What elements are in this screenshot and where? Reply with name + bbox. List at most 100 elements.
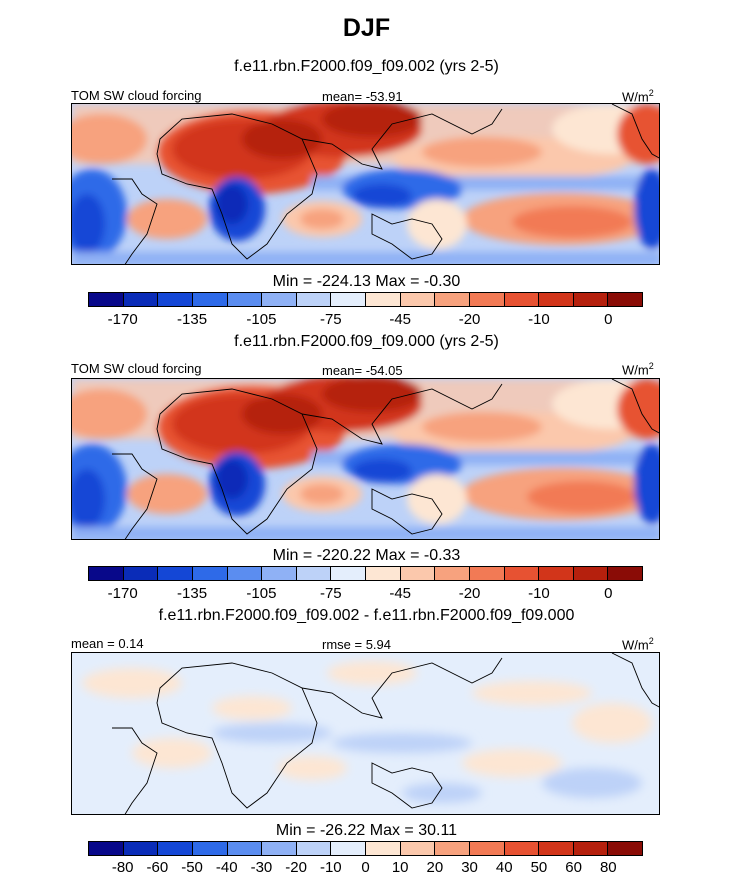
colorbar-2-box-11 [469, 567, 505, 580]
colorbar-1-tick-6: -10 [528, 311, 550, 328]
colorbar-3-box-10 [435, 842, 470, 855]
colorbar-3-box-5 [262, 842, 297, 855]
colorbar-3-tick-14: 80 [599, 859, 617, 876]
colorbar-3-tick-9: 20 [426, 859, 444, 876]
colorbar-2-box-7 [331, 567, 366, 580]
colorbar-1-box-4 [227, 293, 263, 306]
colorbar-2-box-14 [573, 567, 609, 580]
colorbar-3-box-2 [158, 842, 193, 855]
colorbar-1-box-11 [469, 293, 505, 306]
colorbar-3-tick-13: 60 [565, 859, 582, 876]
colorbar-3-box-8 [366, 842, 401, 855]
colorbar-2-tick-2: -105 [246, 585, 277, 602]
colorbar-3-tick-2: -50 [181, 859, 203, 876]
colorbar-1-box-6 [296, 293, 332, 306]
colorbar-1-box-12 [504, 293, 540, 306]
panel-2-minmax: Min = -220.22 Max = -0.33 [272, 547, 461, 564]
colorbar-3-box-6 [296, 842, 332, 855]
colorbar-2-tick-1: -135 [177, 585, 208, 602]
colorbar-3-tick-6: -10 [319, 859, 342, 876]
colorbar-3-box-7 [331, 842, 366, 855]
colorbar-1-tick-0: -170 [107, 311, 138, 328]
panel-1-variable-label: TOM SW cloud forcing [71, 88, 202, 103]
colorbar-1-box-2 [158, 293, 193, 306]
colorbar-3-tick-8: 10 [391, 859, 409, 876]
panel-3-map [71, 652, 660, 815]
colorbar-1-tick-2: -105 [246, 311, 277, 328]
panel-1-colorbar-ticks: -170 -135 -105 -75 -45 -20 -10 0 [88, 311, 643, 329]
colorbar-1-box-0 [89, 293, 124, 306]
colorbar-1-tick-7: 0 [604, 311, 613, 328]
colorbar-3-tick-1: -60 [146, 859, 169, 876]
colorbar-2-box-1 [123, 567, 159, 580]
panel-2-units-label: W/m2 [622, 361, 654, 378]
colorbar-1-box-5 [262, 293, 297, 306]
panel-3-colorbar [88, 841, 643, 856]
colorbar-1-box-13 [539, 293, 574, 306]
colorbar-1-box-15 [608, 293, 642, 306]
colorbar-3-box-3 [192, 842, 228, 855]
colorbar-2-box-4 [227, 567, 263, 580]
colorbar-1-box-10 [435, 293, 470, 306]
colorbar-2-tick-0: -170 [107, 585, 138, 602]
colorbar-2-tick-3: -75 [319, 585, 342, 602]
colorbar-2-box-12 [504, 567, 540, 580]
colorbar-1-tick-5: -20 [458, 311, 481, 328]
panel-3-mean-label: mean = 0.14 [71, 636, 144, 651]
colorbar-1-tick-1: -135 [177, 311, 208, 328]
colorbar-2-box-2 [158, 567, 193, 580]
colorbar-3-tick-7: 0 [361, 859, 370, 876]
panel-3-units-label: W/m2 [622, 636, 654, 653]
panel-3-title: f.e11.rbn.F2000.f09_f09.002 - f.e11.rbn.… [158, 607, 575, 624]
panel-1-colorbar [88, 292, 643, 307]
colorbar-3-box-1 [123, 842, 159, 855]
colorbar-1-tick-3: -75 [319, 311, 342, 328]
colorbar-2-box-5 [262, 567, 297, 580]
figure-title: DJF [342, 14, 391, 42]
colorbar-1-box-14 [573, 293, 609, 306]
colorbar-3-tick-10: 30 [461, 859, 478, 876]
colorbar-3-box-13 [539, 842, 574, 855]
colorbar-1-box-1 [123, 293, 159, 306]
colorbar-1-box-7 [331, 293, 366, 306]
colorbar-3-box-12 [504, 842, 540, 855]
colorbar-3-box-9 [400, 842, 436, 855]
colorbar-3-box-14 [573, 842, 609, 855]
colorbar-3-tick-5: -20 [285, 859, 307, 876]
colorbar-1-box-8 [366, 293, 401, 306]
colorbar-3-tick-4: -30 [250, 859, 273, 876]
panel-1-mean-label: mean= -53.91 [322, 89, 403, 104]
panel-2-map-svg [72, 379, 659, 539]
panel-2-mean-label: mean= -54.05 [322, 363, 403, 378]
colorbar-3-tick-11: 40 [495, 859, 513, 876]
panel-1-title: f.e11.rbn.F2000.f09_f09.002 (yrs 2-5) [234, 58, 499, 75]
panel-2-map [71, 378, 660, 540]
colorbar-2-tick-5: -20 [458, 585, 481, 602]
panel-2-title: f.e11.rbn.F2000.f09_f09.000 (yrs 2-5) [234, 333, 499, 350]
colorbar-2-box-15 [608, 567, 642, 580]
colorbar-2-box-9 [400, 567, 436, 580]
panel-3-colorbar-ticks: -80 -60 -50 -40 -30 -20 -10 0 10 20 30 40 50 60 80 [88, 859, 643, 877]
colorbar-2-box-8 [366, 567, 401, 580]
colorbar-2-tick-7: 0 [604, 585, 613, 602]
colorbar-2-tick-4: -45 [389, 585, 412, 602]
panel-3-minmax: Min = -26.22 Max = 30.11 [275, 822, 458, 839]
panel-1-map [71, 103, 660, 265]
colorbar-2-box-10 [435, 567, 470, 580]
colorbar-2-box-0 [89, 567, 124, 580]
colorbar-2-box-6 [296, 567, 332, 580]
colorbar-3-box-0 [89, 842, 124, 855]
panel-2-colorbar [88, 566, 643, 581]
panel-1-map-svg [72, 104, 659, 264]
panel-2-variable-label: TOM SW cloud forcing [71, 361, 202, 376]
colorbar-2-tick-6: -10 [528, 585, 550, 602]
panel-1-minmax: Min = -224.13 Max = -0.30 [272, 273, 461, 290]
panel-1-units-label: W/m2 [622, 88, 654, 105]
colorbar-3-box-11 [469, 842, 505, 855]
panel-3-map-svg [72, 653, 659, 814]
colorbar-1-box-9 [400, 293, 436, 306]
colorbar-2-box-13 [539, 567, 574, 580]
colorbar-3-tick-3: -40 [215, 859, 238, 876]
colorbar-3-tick-0: -80 [111, 859, 134, 876]
colorbar-3-tick-12: 50 [530, 859, 548, 876]
